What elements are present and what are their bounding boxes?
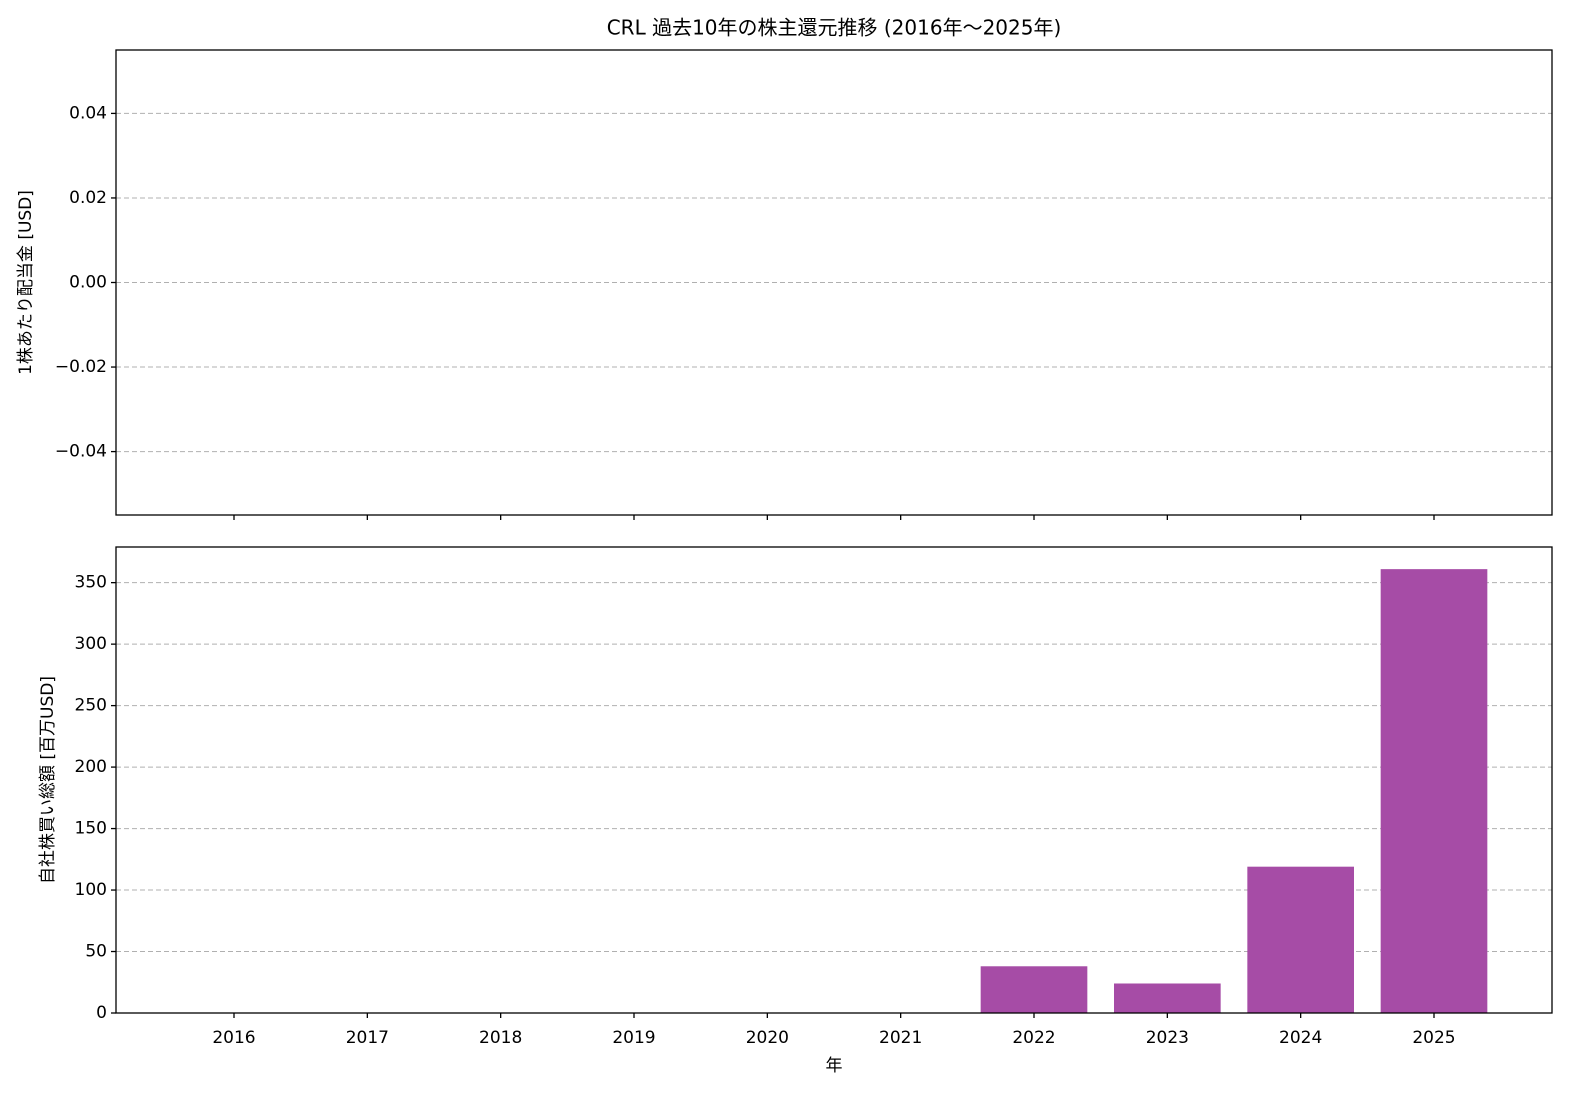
y-tick-label: 100 (75, 880, 107, 900)
bar (1247, 866, 1354, 1013)
y-tick-label: 0.02 (69, 188, 107, 208)
y-tick-label: 200 (75, 757, 107, 777)
y-tick-label: 0.00 (69, 273, 107, 293)
y-tick-label: −0.02 (55, 357, 107, 377)
y-tick-label: −0.04 (55, 442, 107, 462)
bar (1380, 569, 1488, 1013)
y-tick-label: 0 (96, 1003, 107, 1023)
y-axis-label: 自社株買い総額 [百万USD] (38, 676, 58, 884)
y-tick-label: 0.04 (69, 103, 107, 123)
x-tick-label: 2023 (1146, 1028, 1189, 1048)
y-tick-label: 250 (75, 696, 107, 716)
x-tick-label: 2016 (212, 1028, 255, 1048)
x-tick-label: 2019 (612, 1028, 655, 1048)
x-axis-label: 年 (826, 1056, 843, 1076)
x-tick-label: 2022 (1012, 1028, 1055, 1048)
y-tick-label: 300 (75, 634, 107, 654)
x-tick-label: 2017 (346, 1028, 389, 1048)
axes-frame (115, 546, 1553, 1014)
bar (980, 966, 1088, 1013)
x-tick-label: 2018 (479, 1028, 522, 1048)
x-tick-label: 2021 (879, 1028, 922, 1048)
x-tick-label: 2025 (1412, 1028, 1455, 1048)
x-tick-label: 2024 (1279, 1028, 1322, 1048)
figure-title: CRL 過去10年の株主還元推移 (2016年〜2025年) (607, 16, 1062, 40)
y-tick-label: 350 (75, 573, 107, 593)
y-axis-label: 1株あたり配当金 [USD] (16, 190, 36, 375)
y-tick-label: 50 (85, 942, 107, 962)
axes-frame (115, 49, 1553, 516)
x-tick-label: 2020 (746, 1028, 789, 1048)
bar (1114, 983, 1221, 1013)
y-tick-label: 150 (75, 819, 107, 839)
